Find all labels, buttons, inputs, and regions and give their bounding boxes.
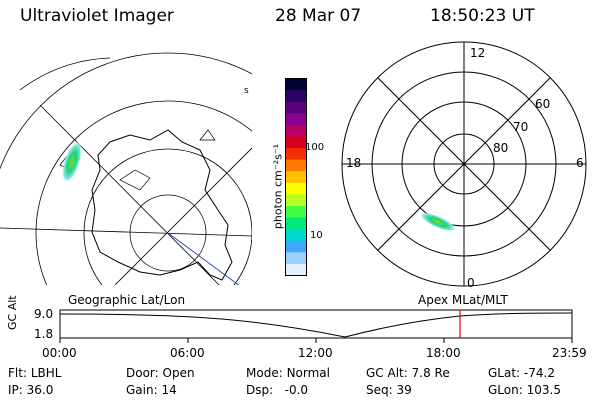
colorbar-segment xyxy=(285,252,307,265)
colorbar-segment xyxy=(285,229,307,242)
filter-info: Flt: LBHL xyxy=(8,366,62,380)
colorbar-segment xyxy=(285,90,307,103)
colorbar-segment xyxy=(285,182,307,195)
colorbar-segment xyxy=(285,240,307,253)
colorbar-tick-100: 100 xyxy=(305,142,325,153)
glat-info: GLat: -74.2 xyxy=(488,366,555,380)
mlt-label-18: 18 xyxy=(346,156,362,170)
door-value: Open xyxy=(162,366,195,380)
glon-info: GLon: 103.5 xyxy=(488,383,561,397)
colorbar-segment xyxy=(285,148,307,161)
mode-value: Normal xyxy=(286,366,330,380)
colorbar-segment xyxy=(285,194,307,207)
gcalt-value: 7.8 Re xyxy=(411,366,450,380)
seq-value: 39 xyxy=(396,383,412,397)
map-marker-s: s xyxy=(244,86,249,96)
ip-info: IP: 36.0 xyxy=(8,383,54,397)
dsp-value: -0.0 xyxy=(284,383,309,397)
glat-value: -74.2 xyxy=(523,366,555,380)
colorbar-segment xyxy=(285,205,307,219)
time-tick-1200: 12:00 xyxy=(298,346,333,360)
colorbar-segment xyxy=(285,136,307,149)
mlt-label-12: 12 xyxy=(470,46,486,60)
mlat-label-80: 80 xyxy=(493,141,509,155)
colorbar-segment xyxy=(285,101,307,114)
colorbar-segment xyxy=(285,263,307,276)
instrument-title: Ultraviolet Imager xyxy=(20,6,174,26)
mlt-label-0: 0 xyxy=(467,276,475,290)
time-tick-1800: 18:00 xyxy=(426,346,461,360)
mlt-label-6: 6 xyxy=(576,156,584,170)
filter-value: LBHL xyxy=(30,366,62,380)
time-tick-2359: 23:59 xyxy=(552,346,587,360)
colorbar-segment xyxy=(285,217,307,230)
observation-time: 18:50:23 UT xyxy=(430,6,535,26)
colorbar-segment xyxy=(285,171,307,184)
colorbar-segment xyxy=(285,113,307,126)
mlat-label-60: 60 xyxy=(535,97,551,111)
glon-value: 103.5 xyxy=(526,383,561,397)
colorbar-segment xyxy=(285,124,307,137)
colorbar-segment xyxy=(285,159,307,172)
altitude-ytick-9: 9.0 xyxy=(34,307,54,321)
time-tick-0600: 06:00 xyxy=(170,346,205,360)
apex-caption: Apex MLat/MLT xyxy=(418,293,508,307)
gcalt-info: GC Alt: 7.8 Re xyxy=(366,366,450,380)
time-tick-0000: 00:00 xyxy=(42,346,77,360)
altitude-ylabel: GC Alt xyxy=(6,295,19,330)
dsp-info: Dsp: -0.0 xyxy=(246,383,309,397)
door-info: Door: Open xyxy=(126,366,195,380)
observation-date: 28 Mar 07 xyxy=(275,6,362,26)
gain-value: 14 xyxy=(161,383,177,397)
seq-info: Seq: 39 xyxy=(366,383,412,397)
geo-caption: Geographic Lat/Lon xyxy=(68,293,186,307)
color-bar xyxy=(285,78,307,276)
mlat-label-70: 70 xyxy=(513,120,529,134)
gain-info: Gain: 14 xyxy=(126,383,177,397)
colorbar-tick-10: 10 xyxy=(310,230,323,241)
altitude-ytick-1.8: 1.8 xyxy=(34,327,54,341)
colorbar-segment xyxy=(285,78,307,91)
mode-info: Mode: Normal xyxy=(246,366,330,380)
ip-value: 36.0 xyxy=(26,383,54,397)
